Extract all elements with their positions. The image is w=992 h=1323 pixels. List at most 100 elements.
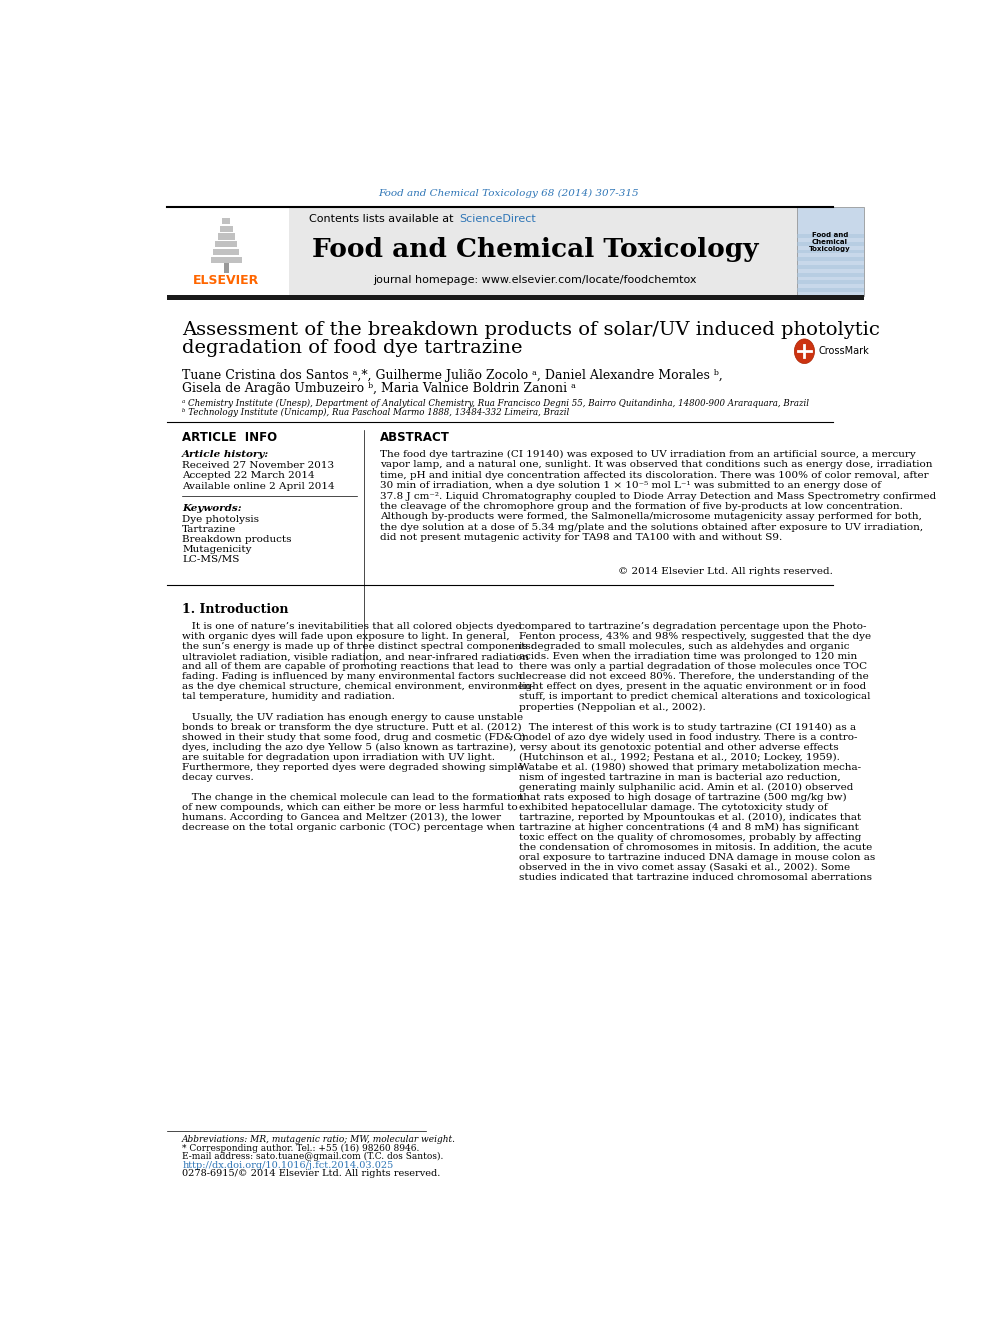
Text: Food and Chemical Toxicology 68 (2014) 307-315: Food and Chemical Toxicology 68 (2014) 3…: [378, 189, 639, 198]
Text: ultraviolet radiation, visible radiation, and near-infrared radiation: ultraviolet radiation, visible radiation…: [183, 652, 529, 662]
Text: tartrazine, reported by Mpountoukas et al. (2010), indicates that: tartrazine, reported by Mpountoukas et a…: [519, 812, 861, 822]
Text: It is one of nature’s inevitabilities that all colored objects dyed: It is one of nature’s inevitabilities th…: [183, 622, 522, 631]
Text: the condensation of chromosomes in mitosis. In addition, the acute: the condensation of chromosomes in mitos…: [519, 843, 873, 852]
Text: there was only a partial degradation of those molecules once TOC: there was only a partial degradation of …: [519, 663, 867, 672]
Text: stuff, is important to predict chemical alterations and toxicological: stuff, is important to predict chemical …: [519, 692, 871, 701]
Text: ScienceDirect: ScienceDirect: [458, 214, 536, 224]
Text: CrossMark: CrossMark: [818, 347, 869, 356]
Text: degradation of food dye tartrazine: degradation of food dye tartrazine: [183, 339, 523, 357]
Text: Usually, the UV radiation has enough energy to cause unstable: Usually, the UV radiation has enough ene…: [183, 713, 523, 721]
Text: compared to tartrazine’s degradation percentage upon the Photo-: compared to tartrazine’s degradation per…: [519, 622, 867, 631]
Text: decrease on the total organic carbonic (TOC) percentage when: decrease on the total organic carbonic (…: [183, 823, 515, 832]
Text: are suitable for degradation upon irradiation with UV light.: are suitable for degradation upon irradi…: [183, 753, 495, 762]
Bar: [215, 241, 237, 247]
Text: ᵃ Chemistry Institute (Unesp), Department of Analytical Chemistry, Rua Francisco: ᵃ Chemistry Institute (Unesp), Departmen…: [183, 400, 809, 409]
Text: (Hutchinson et al., 1992; Pestana et al., 2010; Lockey, 1959).: (Hutchinson et al., 1992; Pestana et al.…: [519, 753, 840, 762]
Text: Furthermore, they reported dyes were degraded showing simple: Furthermore, they reported dyes were deg…: [183, 762, 524, 771]
Text: observed in the in vivo comet assay (Sasaki et al., 2002). Some: observed in the in vivo comet assay (Sas…: [519, 863, 850, 872]
Text: Fenton process, 43% and 98% respectively, suggested that the dye: Fenton process, 43% and 98% respectively…: [519, 632, 871, 642]
Text: oral exposure to tartrazine induced DNA damage in mouse colon as: oral exposure to tartrazine induced DNA …: [519, 852, 876, 861]
Bar: [222, 218, 230, 224]
Text: The change in the chemical molecule can lead to the formation: The change in the chemical molecule can …: [183, 792, 524, 802]
Text: exhibited hepatocellular damage. The cytotoxicity study of: exhibited hepatocellular damage. The cyt…: [519, 803, 828, 811]
Bar: [224, 263, 228, 273]
Text: 37.8 J cm⁻². Liquid Chromatography coupled to Diode Array Detection and Mass Spe: 37.8 J cm⁻². Liquid Chromatography coupl…: [380, 492, 936, 500]
Text: did not present mutagenic activity for TA98 and TA100 with and without S9.: did not present mutagenic activity for T…: [380, 533, 782, 542]
Text: ARTICLE  INFO: ARTICLE INFO: [183, 431, 277, 445]
Text: E-mail address: sato.tuane@gmail.com (T.C. dos Santos).: E-mail address: sato.tuane@gmail.com (T.…: [183, 1152, 443, 1162]
Text: model of azo dye widely used in food industry. There is a contro-: model of azo dye widely used in food ind…: [519, 733, 858, 741]
Text: the sun’s energy is made up of three distinct spectral components:: the sun’s energy is made up of three dis…: [183, 643, 535, 651]
Text: of new compounds, which can either be more or less harmful to: of new compounds, which can either be mo…: [183, 803, 518, 811]
Text: Accepted 22 March 2014: Accepted 22 March 2014: [183, 471, 314, 480]
Text: ELSEVIER: ELSEVIER: [193, 274, 260, 287]
Text: the dye solution at a dose of 5.34 mg/plate and the solutions obtained after exp: the dye solution at a dose of 5.34 mg/pl…: [380, 523, 923, 532]
Text: Contents lists available at: Contents lists available at: [310, 214, 457, 224]
Text: LC-MS/MS: LC-MS/MS: [183, 554, 239, 564]
Bar: [797, 250, 864, 254]
Bar: [218, 233, 235, 239]
Text: Article history:: Article history:: [183, 450, 270, 459]
Text: http://dx.doi.org/10.1016/j.fct.2014.03.025: http://dx.doi.org/10.1016/j.fct.2014.03.…: [183, 1162, 394, 1171]
Text: Received 27 November 2013: Received 27 November 2013: [183, 462, 334, 471]
Text: decrease did not exceed 80%. Therefore, the understanding of the: decrease did not exceed 80%. Therefore, …: [519, 672, 869, 681]
Text: and all of them are capable of promoting reactions that lead to: and all of them are capable of promoting…: [183, 663, 513, 672]
Text: with organic dyes will fade upon exposure to light. In general,: with organic dyes will fade upon exposur…: [183, 632, 510, 642]
Text: studies indicated that tartrazine induced chromosomal aberrations: studies indicated that tartrazine induce…: [519, 873, 872, 881]
Text: acids. Even when the irradiation time was prolonged to 120 min: acids. Even when the irradiation time wa…: [519, 652, 857, 662]
Text: that rats exposed to high dosage of tartrazine (500 mg/kg bw): that rats exposed to high dosage of tart…: [519, 792, 847, 802]
Text: bonds to break or transform the dye structure. Putt et al. (2012): bonds to break or transform the dye stru…: [183, 722, 522, 732]
Text: toxic effect on the quality of chromosomes, probably by affecting: toxic effect on the quality of chromosom…: [519, 832, 862, 841]
Text: Food and
Chemical
Toxicology: Food and Chemical Toxicology: [809, 232, 851, 251]
Bar: [220, 226, 232, 232]
Text: showed in their study that some food, drug and cosmetic (FD&C): showed in their study that some food, dr…: [183, 733, 526, 742]
Text: ABSTRACT: ABSTRACT: [380, 431, 449, 445]
Text: versy about its genotoxic potential and other adverse effects: versy about its genotoxic potential and …: [519, 742, 839, 751]
Text: Tartrazine: Tartrazine: [183, 525, 236, 533]
Text: is degraded to small molecules, such as aldehydes and organic: is degraded to small molecules, such as …: [519, 643, 850, 651]
Text: Breakdown products: Breakdown products: [183, 534, 292, 544]
Text: © 2014 Elsevier Ltd. All rights reserved.: © 2014 Elsevier Ltd. All rights reserved…: [618, 568, 833, 576]
Bar: [167, 295, 864, 300]
Text: Abbreviations: MR, mutagenic ratio; MW, molecular weight.: Abbreviations: MR, mutagenic ratio; MW, …: [183, 1135, 456, 1144]
Text: Gisela de Aragão Umbuzeiro ᵇ, Maria Valnice Boldrin Zanoni ᵃ: Gisela de Aragão Umbuzeiro ᵇ, Maria Valn…: [183, 382, 576, 396]
Text: dyes, including the azo dye Yellow 5 (also known as tartrazine),: dyes, including the azo dye Yellow 5 (al…: [183, 742, 517, 751]
Text: nism of ingested tartrazine in man is bacterial azo reduction,: nism of ingested tartrazine in man is ba…: [519, 773, 841, 782]
Text: tal temperature, humidity and radiation.: tal temperature, humidity and radiation.: [183, 692, 395, 701]
Bar: [167, 206, 289, 296]
Text: Assessment of the breakdown products of solar/UV induced photolytic: Assessment of the breakdown products of …: [183, 320, 880, 339]
Bar: [797, 280, 864, 284]
Text: Available online 2 April 2014: Available online 2 April 2014: [183, 482, 334, 491]
Text: time, pH and initial dye concentration affected its discoloration. There was 100: time, pH and initial dye concentration a…: [380, 471, 929, 480]
Text: properties (Neppolian et al., 2002).: properties (Neppolian et al., 2002).: [519, 703, 706, 712]
Ellipse shape: [795, 339, 814, 364]
Text: generating mainly sulphanilic acid. Amin et al. (2010) observed: generating mainly sulphanilic acid. Amin…: [519, 782, 854, 791]
Bar: [797, 288, 864, 292]
Bar: [797, 257, 864, 261]
Text: Although by-products were formed, the Salmonella/microsome mutagenicity assay pe: Although by-products were formed, the Sa…: [380, 512, 922, 521]
Text: the cleavage of the chromophore group and the formation of five by-products at l: the cleavage of the chromophore group an…: [380, 501, 903, 511]
Bar: [797, 273, 864, 277]
Bar: [213, 249, 239, 255]
Text: as the dye chemical structure, chemical environment, environmen-: as the dye chemical structure, chemical …: [183, 683, 535, 692]
Bar: [797, 234, 864, 238]
Text: ᵇ Technology Institute (Unicamp), Rua Paschoal Marmo 1888, 13484-332 Limeira, Br: ᵇ Technology Institute (Unicamp), Rua Pa…: [183, 409, 569, 418]
Bar: [797, 206, 864, 296]
Text: The food dye tartrazine (CI 19140) was exposed to UV irradiation from an artific: The food dye tartrazine (CI 19140) was e…: [380, 450, 916, 459]
Text: * Corresponding author. Tel.: +55 (16) 98260 8946.: * Corresponding author. Tel.: +55 (16) 9…: [183, 1143, 420, 1152]
Text: The interest of this work is to study tartrazine (CI 19140) as a: The interest of this work is to study ta…: [519, 722, 856, 732]
Text: journal homepage: www.elsevier.com/locate/foodchemtox: journal homepage: www.elsevier.com/locat…: [373, 275, 696, 286]
Text: Keywords:: Keywords:: [183, 504, 242, 513]
Text: tartrazine at higher concentrations (4 and 8 mM) has significant: tartrazine at higher concentrations (4 a…: [519, 823, 859, 832]
Text: 0278-6915/© 2014 Elsevier Ltd. All rights reserved.: 0278-6915/© 2014 Elsevier Ltd. All right…: [183, 1170, 440, 1177]
Text: Food and Chemical Toxicology: Food and Chemical Toxicology: [311, 237, 758, 262]
Bar: [797, 242, 864, 246]
Text: 1. Introduction: 1. Introduction: [183, 603, 289, 617]
Text: light effect on dyes, present in the aquatic environment or in food: light effect on dyes, present in the aqu…: [519, 683, 866, 692]
Text: Tuane Cristina dos Santos ᵃ,*, Guilherme Julião Zocolo ᵃ, Daniel Alexandre Moral: Tuane Cristina dos Santos ᵃ,*, Guilherme…: [183, 369, 723, 382]
Bar: [210, 257, 242, 263]
Text: Watabe et al. (1980) showed that primary metabolization mecha-: Watabe et al. (1980) showed that primary…: [519, 762, 861, 771]
Text: 30 min of irradiation, when a dye solution 1 × 10⁻⁵ mol L⁻¹ was submitted to an : 30 min of irradiation, when a dye soluti…: [380, 482, 881, 490]
Text: Mutagenicity: Mutagenicity: [183, 545, 252, 553]
Bar: [797, 265, 864, 269]
